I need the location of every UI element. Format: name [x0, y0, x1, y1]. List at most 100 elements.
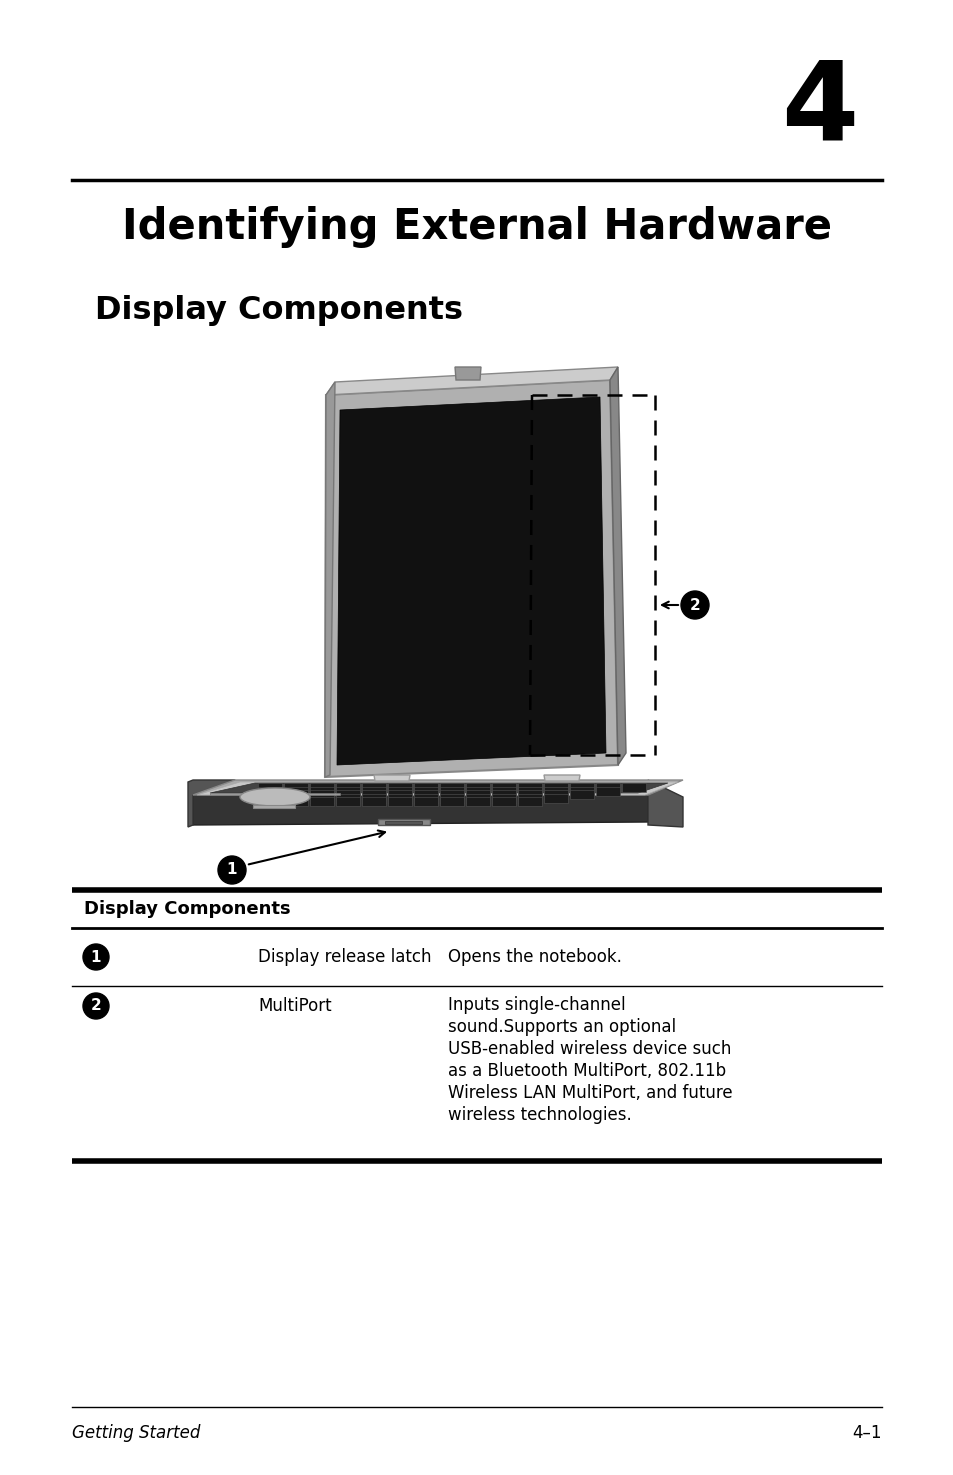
Polygon shape — [465, 794, 490, 802]
Text: MultiPort: MultiPort — [257, 997, 332, 1015]
Polygon shape — [325, 382, 335, 777]
Polygon shape — [569, 783, 594, 792]
Polygon shape — [517, 794, 541, 802]
Polygon shape — [517, 783, 541, 792]
Text: wireless technologies.: wireless technologies. — [448, 1106, 631, 1124]
Polygon shape — [284, 796, 308, 805]
Polygon shape — [210, 783, 667, 794]
Polygon shape — [361, 783, 386, 792]
Polygon shape — [385, 822, 421, 825]
Polygon shape — [414, 791, 437, 799]
Text: as a Bluetooth MultiPort, 802.11b: as a Bluetooth MultiPort, 802.11b — [448, 1062, 725, 1080]
Polygon shape — [377, 819, 430, 825]
Text: USB-enabled wireless device such: USB-enabled wireless device such — [448, 1040, 731, 1058]
Polygon shape — [414, 794, 437, 802]
Polygon shape — [388, 796, 412, 805]
Polygon shape — [257, 783, 282, 792]
Polygon shape — [543, 783, 567, 792]
Polygon shape — [517, 786, 541, 795]
Polygon shape — [439, 786, 463, 795]
Polygon shape — [388, 794, 412, 802]
Text: 2: 2 — [689, 597, 700, 612]
Text: 1: 1 — [91, 950, 101, 965]
Text: Getting Started: Getting Started — [71, 1423, 200, 1443]
Polygon shape — [465, 796, 490, 805]
Polygon shape — [596, 783, 619, 792]
Circle shape — [83, 944, 109, 971]
Polygon shape — [361, 791, 386, 799]
Polygon shape — [465, 791, 490, 799]
Polygon shape — [492, 794, 516, 802]
Polygon shape — [621, 783, 645, 792]
Text: 4: 4 — [781, 56, 858, 164]
Polygon shape — [414, 783, 437, 792]
Polygon shape — [335, 791, 359, 799]
Polygon shape — [335, 796, 359, 805]
Polygon shape — [196, 782, 678, 795]
Polygon shape — [310, 783, 334, 792]
Polygon shape — [388, 783, 412, 792]
Polygon shape — [414, 796, 437, 805]
Text: Identifying External Hardware: Identifying External Hardware — [122, 207, 831, 248]
Polygon shape — [336, 397, 605, 766]
Text: Wireless LAN MultiPort, and future: Wireless LAN MultiPort, and future — [448, 1084, 732, 1102]
Text: Inputs single-channel: Inputs single-channel — [448, 996, 625, 1013]
Polygon shape — [335, 786, 359, 795]
Polygon shape — [492, 786, 516, 795]
Polygon shape — [284, 786, 308, 795]
Polygon shape — [388, 786, 412, 795]
Polygon shape — [492, 796, 516, 805]
Polygon shape — [310, 794, 334, 802]
Polygon shape — [361, 786, 386, 795]
Polygon shape — [492, 783, 516, 792]
Polygon shape — [439, 791, 463, 799]
Polygon shape — [310, 786, 334, 795]
Circle shape — [83, 993, 109, 1019]
Polygon shape — [361, 794, 386, 802]
Polygon shape — [465, 786, 490, 795]
Text: Opens the notebook.: Opens the notebook. — [448, 948, 621, 966]
Text: 2: 2 — [91, 999, 101, 1013]
Circle shape — [218, 855, 246, 884]
Text: Display release latch: Display release latch — [257, 948, 431, 966]
Polygon shape — [257, 794, 282, 802]
Polygon shape — [284, 791, 308, 799]
Polygon shape — [596, 786, 619, 795]
Polygon shape — [361, 796, 386, 805]
Polygon shape — [609, 367, 625, 766]
Polygon shape — [284, 794, 308, 802]
Polygon shape — [569, 791, 594, 799]
Polygon shape — [517, 791, 541, 799]
Polygon shape — [310, 796, 334, 805]
Polygon shape — [257, 791, 282, 799]
Polygon shape — [465, 783, 490, 792]
Polygon shape — [414, 786, 437, 795]
Polygon shape — [439, 794, 463, 802]
Polygon shape — [335, 794, 359, 802]
Polygon shape — [326, 367, 618, 395]
Polygon shape — [193, 795, 647, 825]
Polygon shape — [335, 783, 359, 792]
Polygon shape — [543, 791, 567, 799]
Polygon shape — [257, 796, 282, 805]
Polygon shape — [492, 791, 516, 799]
Polygon shape — [193, 780, 682, 795]
Polygon shape — [543, 794, 567, 802]
Polygon shape — [284, 783, 308, 792]
Polygon shape — [517, 796, 541, 805]
Polygon shape — [374, 774, 410, 780]
Polygon shape — [543, 786, 567, 795]
Polygon shape — [439, 783, 463, 792]
Polygon shape — [253, 805, 294, 808]
Polygon shape — [543, 774, 579, 780]
Text: Display Components: Display Components — [84, 900, 291, 917]
Polygon shape — [569, 786, 594, 795]
Polygon shape — [310, 791, 334, 799]
Text: 1: 1 — [227, 863, 237, 878]
Text: 4–1: 4–1 — [852, 1423, 882, 1443]
Ellipse shape — [240, 788, 310, 805]
Polygon shape — [210, 794, 339, 795]
Polygon shape — [257, 786, 282, 795]
Polygon shape — [388, 791, 412, 799]
Polygon shape — [325, 381, 618, 777]
